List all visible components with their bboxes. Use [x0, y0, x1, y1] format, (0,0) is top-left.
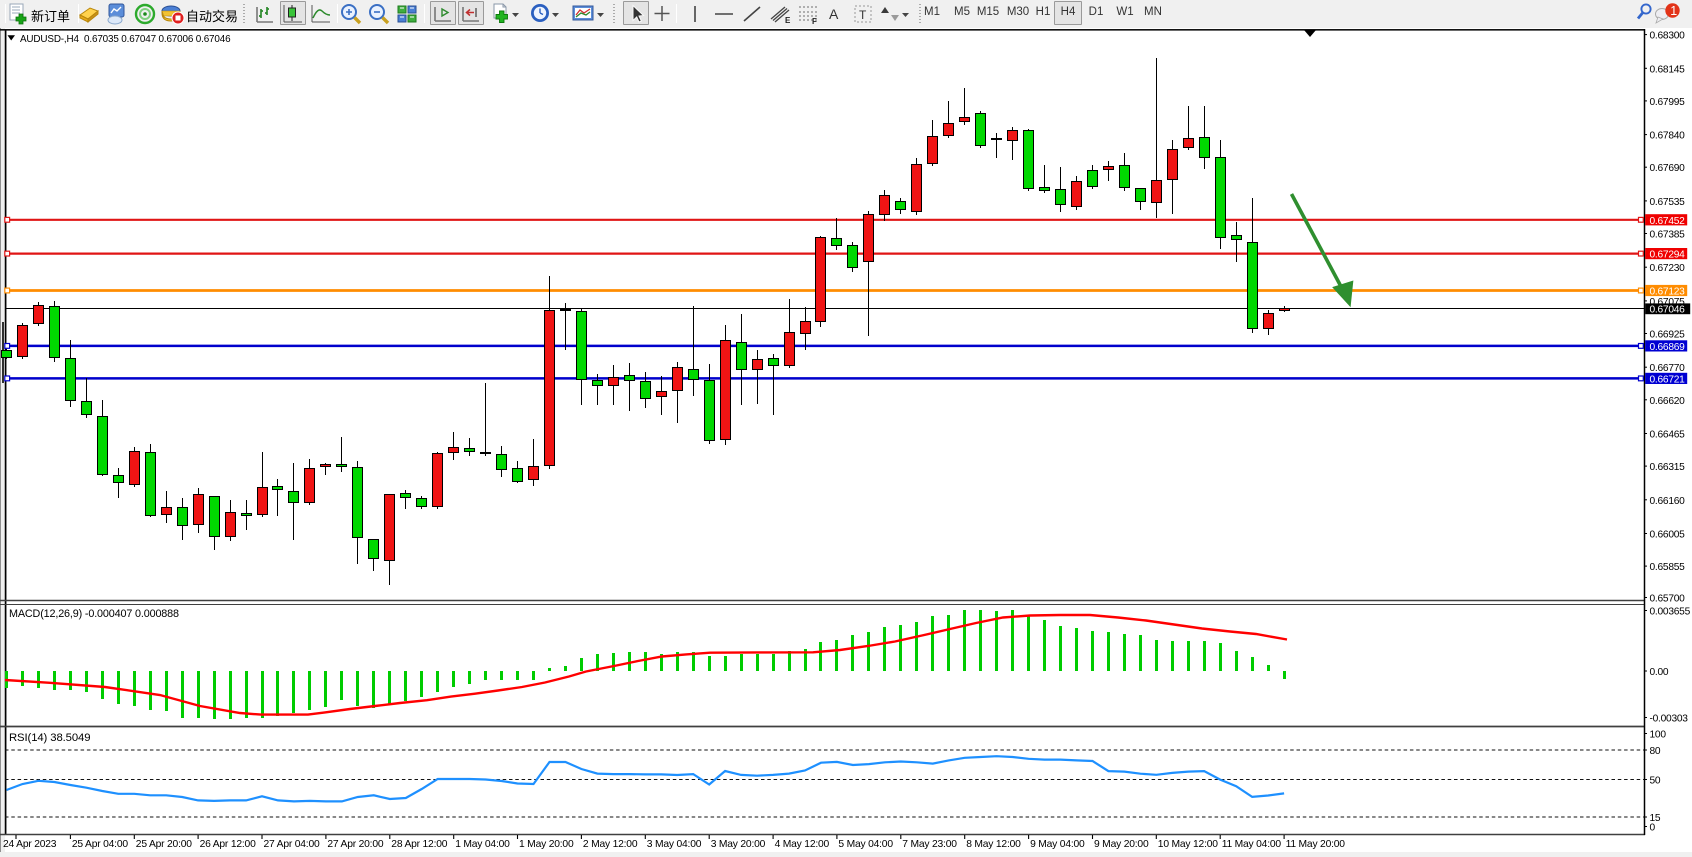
svg-text:F: F: [812, 17, 817, 25]
svg-text:0.67840: 0.67840: [1650, 131, 1686, 142]
svg-text:8 May 12:00: 8 May 12:00: [966, 839, 1021, 850]
svg-text:26 Apr 12:00: 26 Apr 12:00: [200, 839, 256, 850]
svg-text:9 May 04:00: 9 May 04:00: [1030, 839, 1085, 850]
svg-text:0.003655: 0.003655: [1650, 607, 1691, 618]
svg-text:E: E: [785, 16, 791, 25]
svg-text:0.67230: 0.67230: [1650, 263, 1686, 274]
svg-text:0.66925: 0.66925: [1650, 330, 1686, 341]
svg-text:100: 100: [1650, 730, 1667, 741]
svg-text:-0.00303: -0.00303: [1650, 714, 1689, 725]
svg-text:0: 0: [1650, 823, 1656, 834]
svg-text:0.68300: 0.68300: [1650, 31, 1686, 42]
svg-text:0.66315: 0.66315: [1650, 462, 1686, 473]
svg-text:1 May 04:00: 1 May 04:00: [455, 839, 510, 850]
svg-text:0.67046: 0.67046: [1650, 304, 1686, 315]
svg-text:11 May 04:00: 11 May 04:00: [1222, 839, 1282, 850]
svg-text:27 Apr 20:00: 27 Apr 20:00: [327, 839, 383, 850]
svg-text:25 Apr 04:00: 25 Apr 04:00: [72, 839, 128, 850]
svg-text:28 Apr 12:00: 28 Apr 12:00: [391, 839, 447, 850]
svg-text:0.67075: 0.67075: [1650, 297, 1686, 308]
svg-text:RSI(14) 38.5049: RSI(14) 38.5049: [9, 732, 90, 744]
svg-text:0.65855: 0.65855: [1650, 562, 1686, 573]
svg-text:0.65700: 0.65700: [1650, 594, 1686, 605]
svg-text:0.67452: 0.67452: [1650, 216, 1686, 227]
svg-text:T: T: [859, 8, 867, 22]
svg-text:MACD(12,26,9) -0.000407 0.0008: MACD(12,26,9) -0.000407 0.000888: [9, 608, 179, 620]
svg-text:10 May 12:00: 10 May 12:00: [1158, 839, 1218, 850]
svg-text:A: A: [829, 6, 839, 22]
svg-text:0.66005: 0.66005: [1650, 530, 1686, 541]
svg-text:1: 1: [1670, 4, 1677, 18]
svg-text:0.67690: 0.67690: [1650, 163, 1686, 174]
svg-text:4 May 12:00: 4 May 12:00: [775, 839, 830, 850]
svg-text:24 Apr 2023: 24 Apr 2023: [3, 839, 57, 850]
svg-text:0.67123: 0.67123: [1650, 287, 1686, 298]
svg-text:0.67294: 0.67294: [1650, 250, 1686, 261]
svg-text:AUDUSD-,H4 0.67035 0.67047 0.: AUDUSD-,H4 0.67035 0.67047 0.67006 0.670…: [20, 34, 231, 45]
svg-text:0.67535: 0.67535: [1650, 197, 1686, 208]
svg-text:0.00: 0.00: [1650, 667, 1669, 678]
svg-text:80: 80: [1650, 746, 1661, 757]
svg-text:50: 50: [1650, 776, 1661, 787]
svg-text:1 May 20:00: 1 May 20:00: [519, 839, 574, 850]
svg-text:0.66465: 0.66465: [1650, 430, 1686, 441]
svg-text:3 May 20:00: 3 May 20:00: [711, 839, 766, 850]
svg-text:0.66721: 0.66721: [1650, 374, 1686, 385]
svg-text:0.67995: 0.67995: [1650, 97, 1686, 108]
svg-text:5 May 04:00: 5 May 04:00: [838, 839, 893, 850]
svg-text:15: 15: [1650, 813, 1661, 824]
svg-text:7 May 23:00: 7 May 23:00: [902, 839, 957, 850]
svg-text:2 May 12:00: 2 May 12:00: [583, 839, 638, 850]
svg-text:27 Apr 04:00: 27 Apr 04:00: [264, 839, 320, 850]
svg-text:9 May 20:00: 9 May 20:00: [1094, 839, 1149, 850]
svg-text:0.68145: 0.68145: [1650, 64, 1686, 75]
svg-text:3 May 04:00: 3 May 04:00: [647, 839, 702, 850]
svg-text:0.66869: 0.66869: [1650, 342, 1686, 353]
svg-text:11 May 20:00: 11 May 20:00: [1286, 839, 1346, 850]
svg-text:0.66160: 0.66160: [1650, 496, 1686, 507]
svg-text:25 Apr 20:00: 25 Apr 20:00: [136, 839, 192, 850]
svg-text:0.66620: 0.66620: [1650, 396, 1686, 407]
svg-text:0.66770: 0.66770: [1650, 363, 1686, 374]
svg-text:0.67385: 0.67385: [1650, 230, 1686, 241]
